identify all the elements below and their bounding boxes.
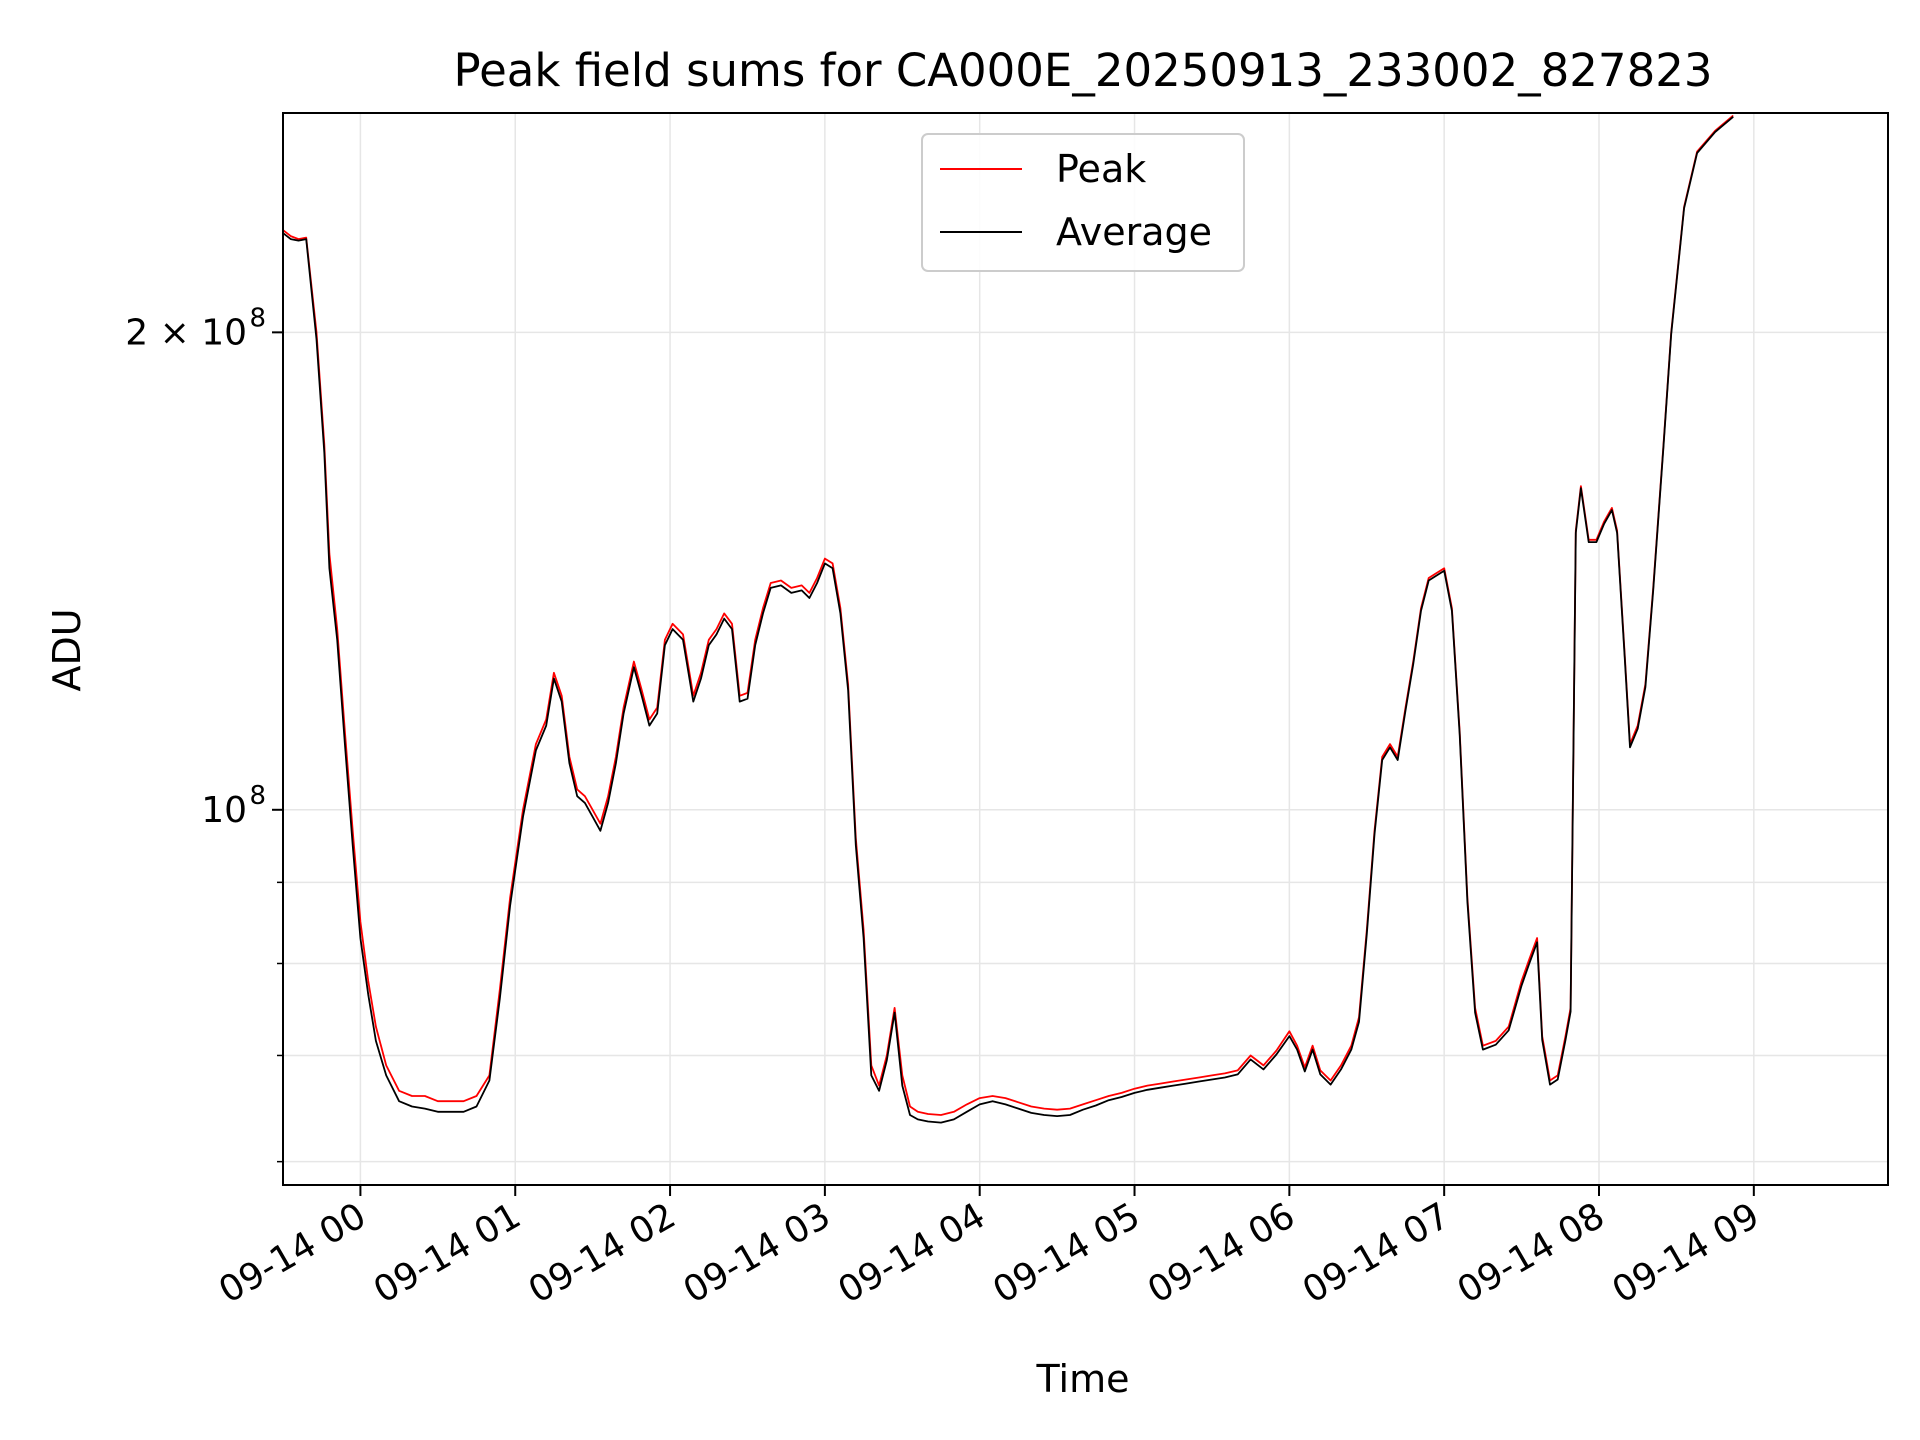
y-tick-label: 10 [201, 790, 247, 831]
legend-label-average: Average [1056, 210, 1212, 254]
y-tick-exponent: 8 [249, 781, 266, 811]
y-tick-exponent: 8 [249, 303, 266, 333]
legend-label-peak: Peak [1056, 147, 1146, 191]
y-axis-label: ADU [45, 608, 89, 691]
plot-frame [282, 112, 1889, 1186]
x-axis-label: Time [1036, 1357, 1130, 1401]
chart-title: Peak field sums for CA000E_20250913_2330… [454, 44, 1713, 97]
legend: Peak Average [921, 133, 1245, 272]
series-line-peak [282, 114, 1734, 1116]
grid [283, 113, 1888, 1185]
y-axis: 10 82 × 10 8 [125, 303, 283, 1163]
series-line-average [282, 116, 1734, 1124]
plot-lines [282, 114, 1734, 1124]
y-tick-label: 2 × 10 [125, 312, 247, 353]
